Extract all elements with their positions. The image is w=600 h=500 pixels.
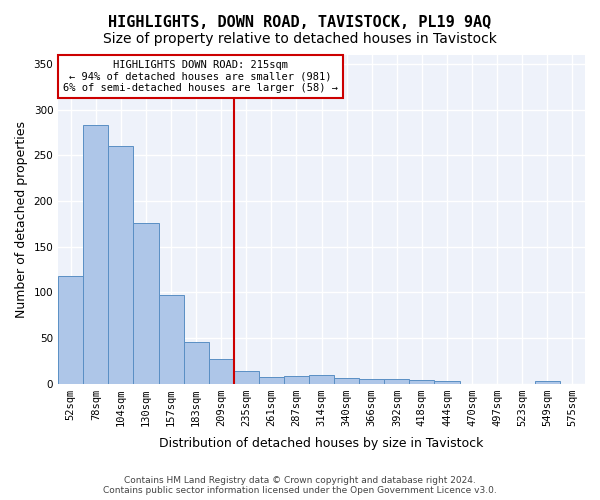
Text: HIGHLIGHTS, DOWN ROAD, TAVISTOCK, PL19 9AQ: HIGHLIGHTS, DOWN ROAD, TAVISTOCK, PL19 9… — [109, 15, 491, 30]
Bar — [209, 359, 234, 384]
Bar — [409, 380, 434, 384]
Bar — [535, 381, 560, 384]
Bar — [385, 379, 409, 384]
Y-axis label: Number of detached properties: Number of detached properties — [15, 121, 28, 318]
Text: Size of property relative to detached houses in Tavistock: Size of property relative to detached ho… — [103, 32, 497, 46]
Bar — [234, 371, 259, 384]
Bar — [309, 376, 334, 384]
Text: HIGHLIGHTS DOWN ROAD: 215sqm
← 94% of detached houses are smaller (981)
6% of se: HIGHLIGHTS DOWN ROAD: 215sqm ← 94% of de… — [63, 60, 338, 93]
Bar — [284, 376, 309, 384]
Bar — [434, 381, 460, 384]
X-axis label: Distribution of detached houses by size in Tavistock: Distribution of detached houses by size … — [160, 437, 484, 450]
Bar — [259, 377, 284, 384]
Bar — [334, 378, 359, 384]
Bar — [359, 379, 385, 384]
Bar — [184, 342, 209, 384]
Bar — [58, 276, 83, 384]
Bar — [133, 223, 158, 384]
Text: Contains HM Land Registry data © Crown copyright and database right 2024.
Contai: Contains HM Land Registry data © Crown c… — [103, 476, 497, 495]
Bar — [109, 146, 133, 384]
Bar — [158, 295, 184, 384]
Bar — [83, 126, 109, 384]
